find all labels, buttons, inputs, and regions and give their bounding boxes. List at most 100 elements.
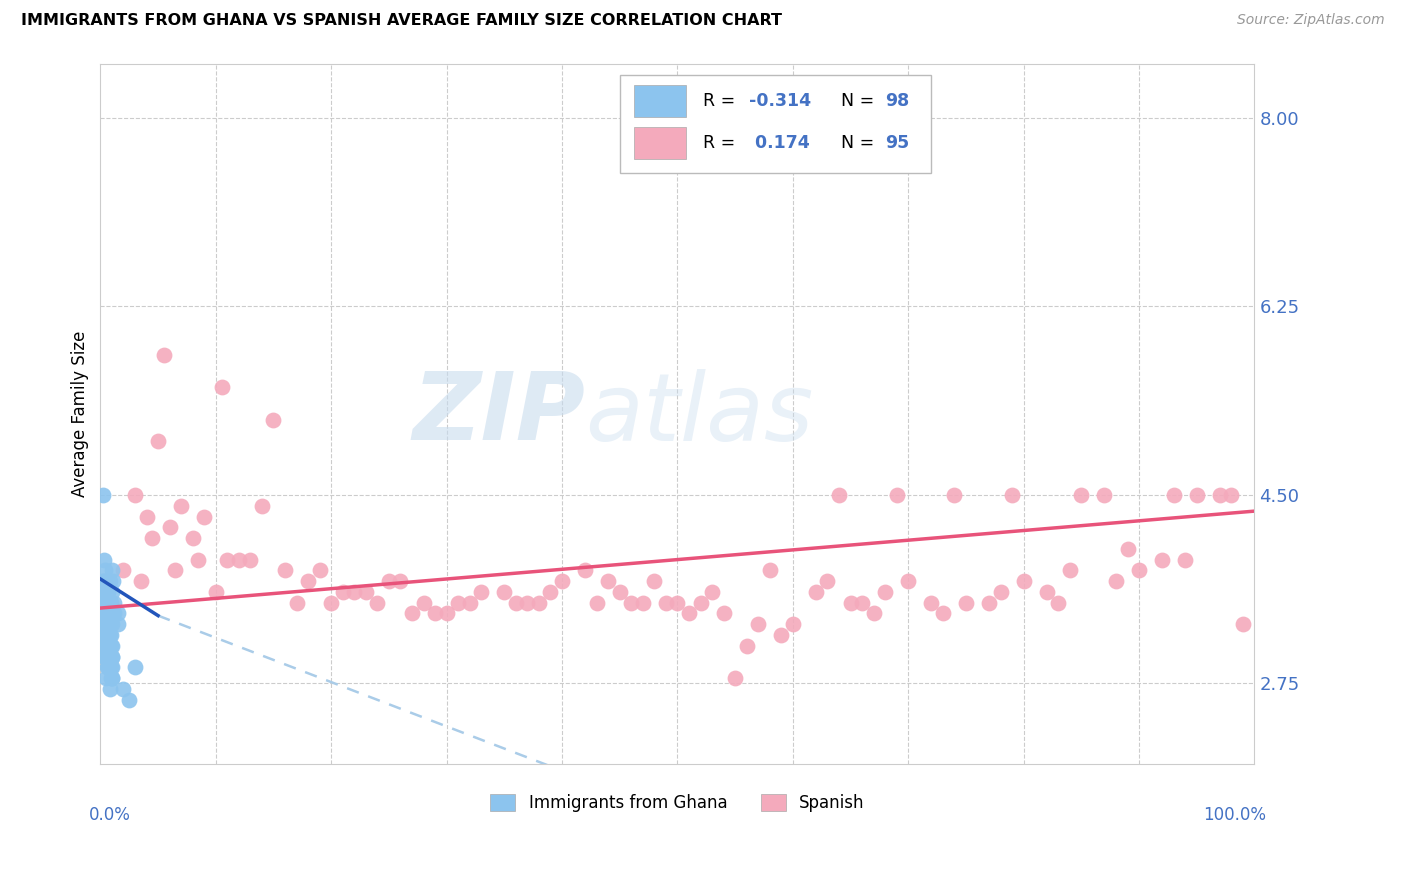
Point (94, 639, 117, 653)
Point (1116, 541, 1139, 556)
Point (97, 628, 120, 642)
Point (228, 552, 250, 566)
Point (423, 607, 446, 621)
Text: 95: 95 (886, 134, 910, 153)
Point (285, 596, 308, 610)
Point (1047, 596, 1070, 610)
Point (321, 596, 343, 610)
Point (1001, 488, 1024, 502)
Point (96, 617, 118, 632)
Point (97, 660, 120, 674)
Point (585, 596, 607, 610)
Legend: Immigrants from Ghana, Spanish: Immigrants from Ghana, Spanish (484, 788, 872, 819)
Point (118, 692, 141, 706)
Point (516, 596, 538, 610)
Text: R =: R = (703, 92, 741, 111)
Point (96, 649, 118, 664)
Point (920, 596, 942, 610)
Point (98, 628, 121, 642)
Point (94, 596, 117, 610)
Point (1035, 585, 1057, 599)
Point (100, 607, 122, 621)
Point (98, 607, 121, 621)
Point (141, 531, 163, 545)
Point (101, 563, 124, 577)
Point (97, 628, 120, 642)
Point (94, 585, 117, 599)
Point (100, 671, 122, 685)
Point (540, 585, 562, 599)
Point (875, 585, 897, 599)
Point (93, 574, 115, 588)
Point (100, 660, 122, 674)
Point (94, 628, 117, 642)
Text: 0.174: 0.174 (749, 134, 810, 153)
Point (97, 617, 120, 632)
Point (955, 596, 977, 610)
Point (107, 617, 129, 632)
Point (93, 585, 115, 599)
Point (470, 585, 492, 599)
Point (97, 639, 120, 653)
Point (977, 596, 1000, 610)
Point (666, 596, 689, 610)
Point (263, 412, 285, 426)
Point (94, 639, 117, 653)
Text: 0.0%: 0.0% (89, 806, 131, 824)
Point (97, 617, 120, 632)
Point (758, 563, 780, 577)
Point (153, 348, 176, 362)
Y-axis label: Average Family Size: Average Family Size (72, 331, 89, 498)
Point (96, 628, 118, 642)
Point (94, 596, 117, 610)
Point (932, 607, 955, 621)
Point (990, 585, 1012, 599)
Point (101, 671, 124, 685)
Point (101, 649, 124, 664)
Point (297, 574, 319, 588)
Point (100, 607, 122, 621)
Point (782, 617, 804, 632)
Point (93, 628, 115, 642)
Point (643, 574, 665, 588)
Point (94, 617, 117, 632)
Point (94, 628, 117, 642)
Point (135, 509, 157, 524)
Point (100, 649, 122, 664)
Point (159, 520, 181, 534)
FancyBboxPatch shape (620, 75, 931, 172)
Point (94, 585, 117, 599)
Point (93, 552, 115, 566)
Point (1094, 488, 1116, 502)
Point (98, 596, 121, 610)
Point (98, 660, 121, 674)
Point (124, 488, 146, 502)
Text: N =: N = (841, 134, 880, 153)
Point (93, 607, 115, 621)
Point (91, 574, 114, 588)
Point (527, 596, 550, 610)
Point (98, 596, 121, 610)
Point (101, 671, 124, 685)
Point (124, 660, 146, 674)
Point (96, 649, 118, 664)
Point (100, 660, 122, 674)
Point (93, 617, 115, 632)
Point (100, 639, 122, 653)
Point (886, 488, 908, 502)
Point (96, 660, 118, 674)
Point (1209, 488, 1232, 502)
Point (897, 574, 920, 588)
Point (96, 596, 118, 610)
Point (96, 585, 118, 599)
Text: atlas: atlas (585, 368, 813, 459)
Point (98, 574, 121, 588)
Point (1105, 574, 1128, 588)
Point (94, 607, 117, 621)
Point (378, 574, 401, 588)
Point (817, 574, 839, 588)
Point (1059, 563, 1081, 577)
Point (839, 596, 862, 610)
Point (1012, 574, 1035, 588)
Point (98, 681, 121, 696)
